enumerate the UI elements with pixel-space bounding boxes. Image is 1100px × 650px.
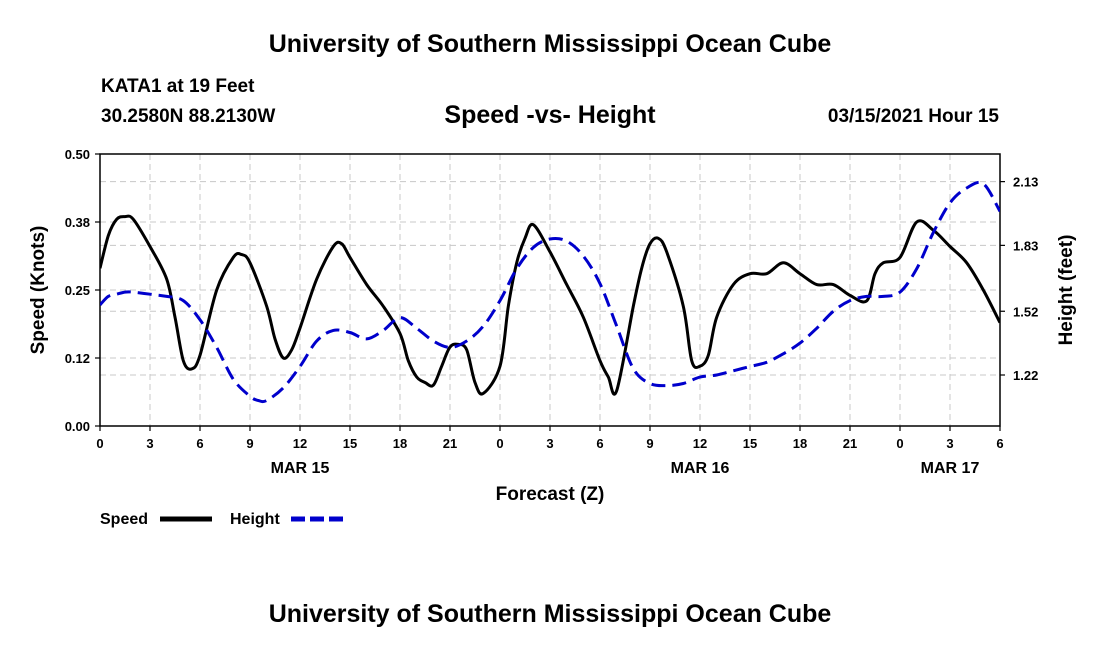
y2-axis-title: Height (feet) [1056,235,1077,346]
date-label: MAR 17 [921,460,980,477]
station-coordinates: 30.2580N 88.2130W [101,106,276,127]
x-tick-label: 3 [946,436,953,451]
legend-label-speed: Speed [100,511,148,528]
y-tick-label: 0.12 [65,351,90,366]
x-tick-label: 0 [896,436,903,451]
y-tick-label: 0.25 [65,283,90,298]
y2-tick-label: 2.13 [1013,175,1038,190]
x-tick-label: 9 [646,436,653,451]
y-tick-label: 0.38 [65,215,90,230]
y2-tick-label: 1.52 [1013,304,1038,319]
x-tick-label: 3 [146,436,153,451]
page-title: University of Southern Mississippi Ocean… [268,30,832,58]
date-label: MAR 15 [271,460,330,477]
x-tick-label: 18 [393,436,407,451]
y-axis-title: Speed (Knots) [28,226,49,355]
x-tick-label: 12 [293,436,307,451]
x-tick-label: 12 [693,436,707,451]
x-tick-label: 6 [196,436,203,451]
speed-series-line [100,214,1000,396]
footer-title: University of Southern Mississippi Ocean… [268,600,832,628]
chart-title: Speed -vs- Height [444,101,656,129]
y2-tick-label: 1.83 [1013,238,1038,253]
x-tick-label: 18 [793,436,807,451]
forecast-datetime: 03/15/2021 Hour 15 [827,106,999,127]
x-tick-label: 3 [546,436,553,451]
x-tick-label: 0 [96,436,103,451]
x-tick-label: 9 [246,436,253,451]
legend-label-height: Height [230,511,280,528]
y-tick-label: 0.00 [65,419,90,434]
height-series-line [100,180,1000,404]
y2-tick-label: 1.22 [1013,368,1038,383]
x-axis-title: Forecast (Z) [496,484,605,505]
x-tick-label: 0 [496,436,503,451]
station-name: KATA1 at 19 Feet [101,76,255,97]
x-tick-label: 6 [596,436,603,451]
x-tick-label: 15 [743,436,757,451]
x-tick-label: 6 [996,436,1003,451]
y-tick-label: 0.50 [65,147,90,162]
x-tick-label: 21 [843,436,857,451]
date-label: MAR 16 [671,460,730,477]
x-tick-label: 21 [443,436,457,451]
x-tick-label: 15 [343,436,357,451]
